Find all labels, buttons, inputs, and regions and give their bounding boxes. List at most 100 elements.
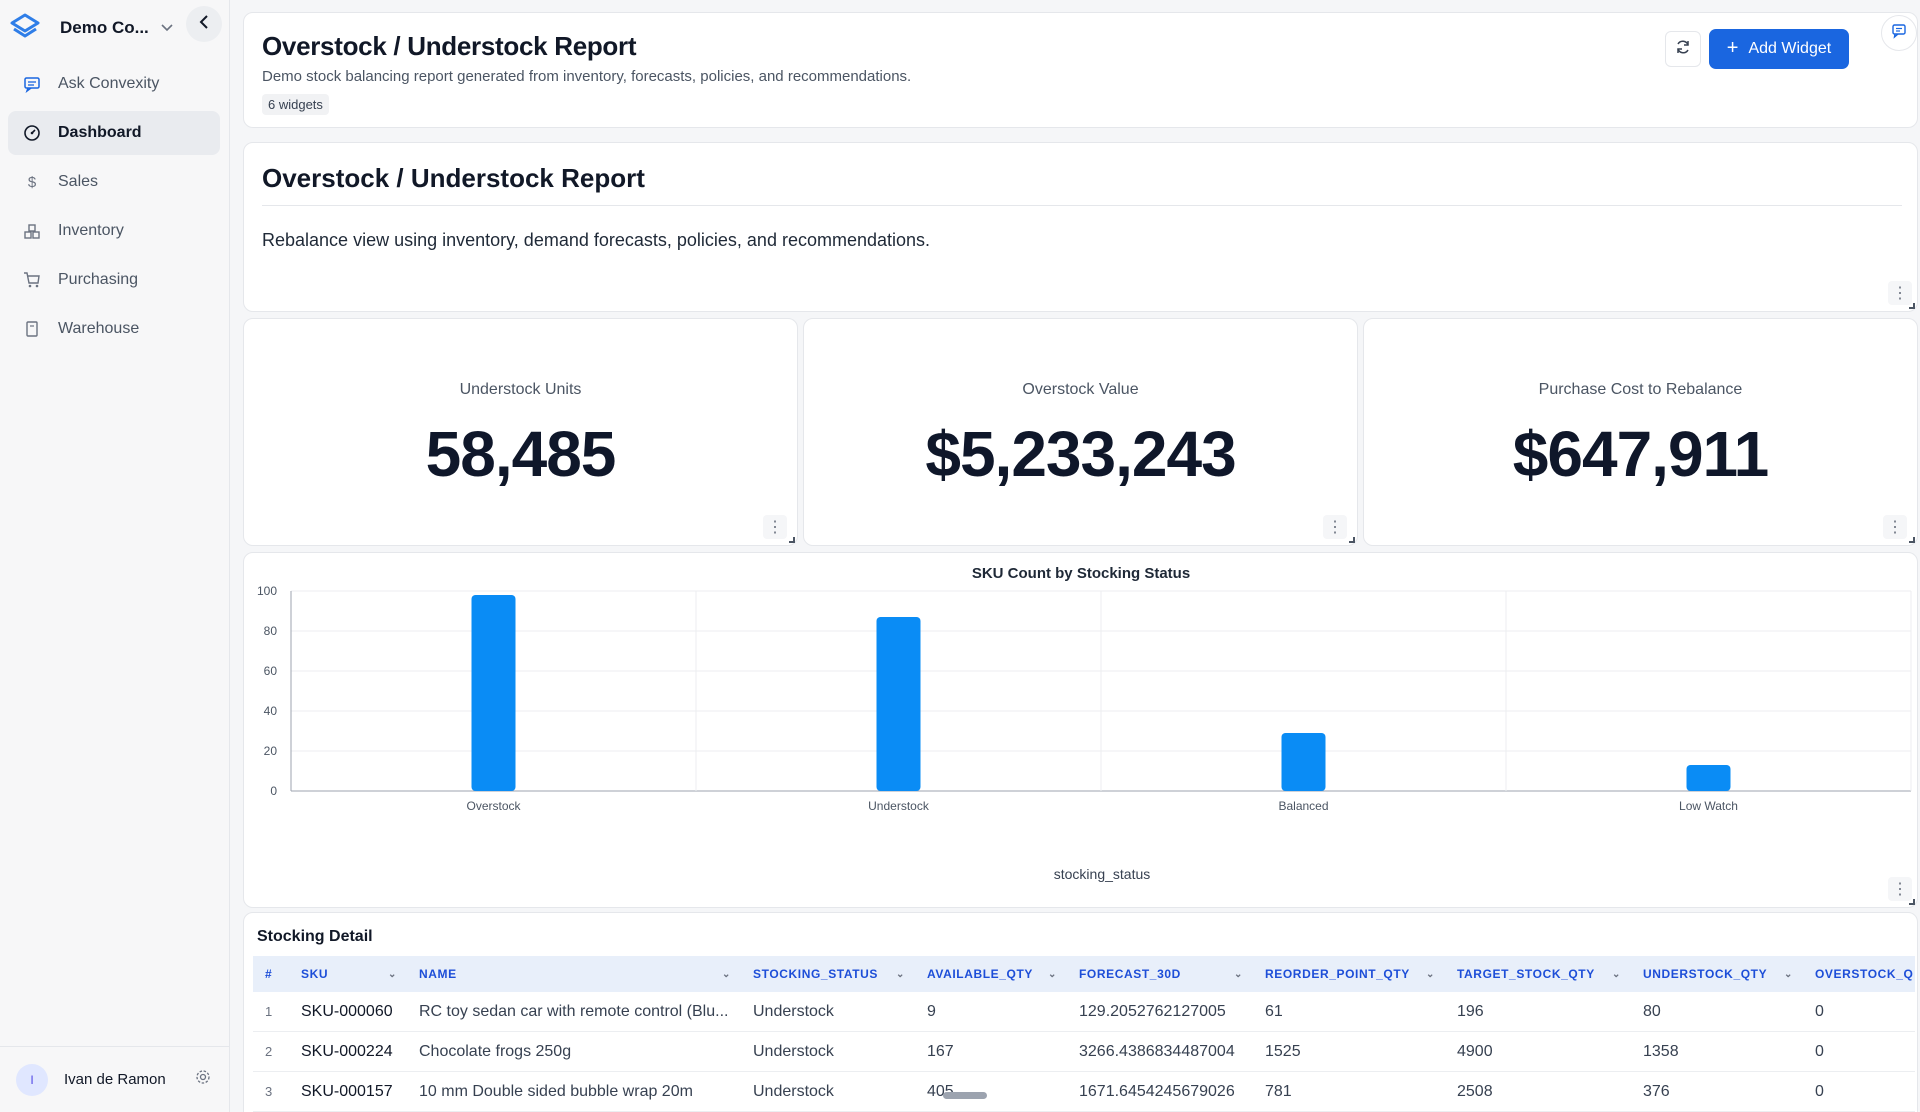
column-header[interactable]: AVAILABLE_QTY ⌄	[915, 956, 1067, 992]
column-header[interactable]: UNDERSTOCK_QTY ⌄	[1631, 956, 1803, 992]
sidebar-nav: Ask Convexity Dashboard $ Sales Inventor…	[8, 62, 220, 356]
table-cell: Understock	[753, 1082, 834, 1100]
column-header[interactable]: NAME ⌄	[407, 956, 741, 992]
org-name: Demo Co...	[60, 18, 149, 37]
table-cell: SKU-000157	[301, 1082, 393, 1100]
chevron-down-icon[interactable]: ⌄	[1048, 968, 1057, 980]
divider	[262, 205, 1902, 206]
sidebar-item-ask-convexity[interactable]: Ask Convexity	[8, 62, 220, 106]
table-title: Stocking Detail	[257, 928, 373, 945]
resize-handle[interactable]	[1909, 537, 1915, 543]
sidebar: Demo Co... Ask Convexity Dashboard $ Sal…	[0, 0, 230, 1112]
widget-menu-button[interactable]: ⋮	[1888, 877, 1912, 901]
column-header-label: REORDER_POINT_QTY	[1265, 967, 1410, 981]
column-header-label: OVERSTOCK_Q	[1815, 967, 1914, 981]
x-tick-label: Balanced	[1278, 799, 1328, 813]
chevron-down-icon[interactable]: ⌄	[388, 968, 397, 980]
widget-body: Rebalance view using inventory, demand f…	[262, 230, 931, 250]
dashboard-header: Overstock / Understock Report Demo stock…	[243, 12, 1918, 128]
text-widget: Overstock / Understock Report Rebalance …	[243, 142, 1918, 312]
collapse-sidebar-button[interactable]	[186, 6, 222, 42]
table-body: 1 SKU-000060 RC toy sedan car with remote …	[253, 992, 1915, 1112]
table-cell: 1	[265, 1004, 273, 1019]
kpi-card-understock-units: Understock Units 58,485 ⋮	[243, 318, 798, 546]
chevron-down-icon[interactable]: ⌄	[1784, 968, 1793, 980]
table-cell: 129.2052762127005	[1079, 1002, 1226, 1020]
convexity-logo-icon	[8, 11, 42, 45]
sidebar-item-dashboard[interactable]: Dashboard	[8, 111, 220, 155]
table-cell: 61	[1265, 1002, 1283, 1020]
chevron-down-icon[interactable]: ⌄	[722, 968, 731, 980]
column-header[interactable]: SKU ⌄	[289, 956, 407, 992]
sidebar-item-inventory[interactable]: Inventory	[8, 209, 220, 253]
more-vertical-icon: ⋮	[1327, 519, 1343, 536]
widget-menu-button[interactable]: ⋮	[1883, 515, 1907, 539]
chevron-down-icon[interactable]: ⌄	[1612, 968, 1621, 980]
sidebar-item-sales[interactable]: $ Sales	[8, 160, 220, 204]
table-cell: Chocolate frogs 250g	[419, 1042, 572, 1060]
sidebar-item-label: Sales	[58, 173, 99, 190]
more-vertical-icon: ⋮	[1887, 519, 1903, 536]
chart-title: SKU Count by Stocking Status	[972, 565, 1190, 582]
table-cell: 80	[1643, 1002, 1661, 1020]
table-cell: Understock	[753, 1042, 834, 1060]
page-title: Overstock / Understock Report	[262, 31, 637, 61]
resize-handle[interactable]	[1909, 899, 1915, 905]
chat-button[interactable]	[1881, 15, 1917, 51]
org-switcher[interactable]: Demo Co...	[8, 8, 218, 48]
plus-icon: +	[1726, 36, 1739, 59]
kpi-value: $5,233,243	[925, 418, 1236, 490]
column-header[interactable]: #	[253, 956, 289, 992]
table-header: # SKU ⌄ NAME ⌄ STOCKING_STATUS ⌄ AVAILABLE_QTY ⌄…	[253, 956, 1915, 992]
table-cell: SKU-000224	[301, 1042, 393, 1060]
table-cell: 781	[1265, 1082, 1292, 1100]
refresh-button[interactable]	[1665, 31, 1701, 67]
column-header-label: NAME	[419, 967, 457, 981]
resize-handle[interactable]	[1349, 537, 1355, 543]
bar	[1686, 765, 1731, 791]
chevron-down-icon[interactable]: ⌄	[896, 968, 905, 980]
column-header[interactable]: OVERSTOCK_Q	[1803, 956, 1915, 992]
widget-menu-button[interactable]: ⋮	[763, 515, 787, 539]
chevron-down-icon	[161, 21, 173, 35]
column-header[interactable]: FORECAST_30D ⌄	[1067, 956, 1253, 992]
table-cell: 196	[1457, 1002, 1484, 1020]
sidebar-item-warehouse[interactable]: Warehouse	[8, 307, 220, 351]
sidebar-item-label: Inventory	[58, 222, 124, 239]
column-header[interactable]: REORDER_POINT_QTY ⌄	[1253, 956, 1445, 992]
user-name: Ivan de Ramon	[64, 1071, 166, 1088]
more-vertical-icon: ⋮	[767, 519, 783, 536]
widget-menu-button[interactable]: ⋮	[1888, 281, 1912, 305]
gear-icon[interactable]	[195, 1069, 211, 1090]
table-cell: SKU-000060	[301, 1002, 393, 1020]
y-tick-label: 40	[264, 704, 278, 718]
building-icon	[22, 319, 42, 339]
resize-handle[interactable]	[789, 537, 795, 543]
table-cell: 0	[1815, 1082, 1824, 1100]
add-widget-button[interactable]: + Add Widget	[1709, 29, 1849, 69]
widget-menu-button[interactable]: ⋮	[1323, 515, 1347, 539]
chevron-down-icon[interactable]: ⌄	[1234, 968, 1243, 980]
table-row[interactable]: 3 SKU-000157 10 mm Double sided bubble wra…	[253, 1072, 1915, 1112]
column-header[interactable]: TARGET_STOCK_QTY ⌄	[1445, 956, 1631, 992]
add-widget-label: Add Widget	[1748, 40, 1832, 57]
kpi-label: Purchase Cost to Rebalance	[1538, 381, 1743, 398]
column-header-label: STOCKING_STATUS	[753, 967, 879, 981]
table-cell: 2508	[1457, 1082, 1493, 1100]
user-profile[interactable]: I Ivan de Ramon	[0, 1046, 229, 1112]
bar	[471, 595, 516, 791]
dashboard-icon	[22, 123, 42, 143]
table-row[interactable]: 1 SKU-000060 RC toy sedan car with remote …	[253, 992, 1915, 1032]
table-row[interactable]: 2 SKU-000224 Chocolate frogs 250g Understoc…	[253, 1032, 1915, 1072]
column-header[interactable]: STOCKING_STATUS ⌄	[741, 956, 915, 992]
horizontal-scrollbar[interactable]	[943, 1092, 987, 1099]
table-cell: 376	[1643, 1082, 1670, 1100]
table-cell: RC toy sedan car with remote control (Bl…	[419, 1002, 729, 1020]
column-header-label: UNDERSTOCK_QTY	[1643, 967, 1768, 981]
sidebar-item-purchasing[interactable]: Purchasing	[8, 258, 220, 302]
chevron-down-icon[interactable]: ⌄	[1426, 968, 1435, 980]
sidebar-item-label: Ask Convexity	[58, 75, 160, 92]
kpi-label: Overstock Value	[1022, 381, 1139, 398]
resize-handle[interactable]	[1909, 303, 1915, 309]
message-icon	[1891, 23, 1907, 44]
